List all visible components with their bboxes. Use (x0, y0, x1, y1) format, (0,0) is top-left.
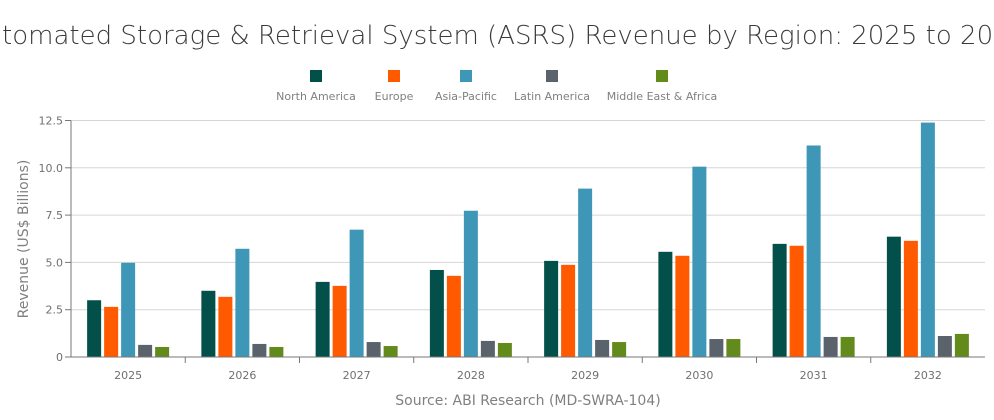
y-tick-label: 0 (56, 351, 63, 364)
bar-middle-east-africa-2030 (726, 339, 741, 357)
gridlines (71, 120, 985, 311)
y-tick-label: 7.5 (46, 209, 64, 222)
bar-north-america-2028 (429, 269, 444, 357)
bar-asia-pacific-2027 (349, 229, 364, 357)
legend-label: North America (276, 90, 356, 103)
source-label: Source: ABI Research (MD-SWRA-104) (395, 393, 660, 409)
bar-latin-america-2032 (937, 335, 952, 357)
x-tick-label: 2031 (800, 369, 828, 382)
legend-swatch (310, 70, 322, 82)
axes: 0 2.5 5.0 7.5 10.0 12.5 2025 2026 2027 2028 2029 20… (39, 115, 985, 382)
bar-middle-east-africa-2026 (269, 346, 284, 357)
bar-europe-2029 (561, 264, 576, 357)
bar-latin-america-2028 (480, 340, 495, 357)
bar-asia-pacific-2031 (806, 145, 821, 357)
bar-asia-pacific-2029 (578, 188, 593, 357)
bar-europe-2030 (675, 255, 690, 357)
bar-europe-2032 (903, 240, 918, 357)
bar-north-america-2030 (658, 251, 673, 357)
y-tick-label: 12.5 (39, 115, 64, 128)
y-tick-label: 2.5 (46, 304, 64, 317)
bar-middle-east-africa-2025 (155, 346, 170, 357)
x-tick-label: 2029 (571, 369, 599, 382)
bar-asia-pacific-2026 (235, 248, 250, 357)
bar-europe-2027 (332, 285, 347, 357)
bar-north-america-2032 (886, 236, 901, 357)
x-tick-label: 2028 (457, 369, 485, 382)
legend-swatch (546, 70, 558, 82)
bar-asia-pacific-2028 (463, 210, 478, 357)
legend-label: Latin America (514, 90, 590, 103)
x-tick-label: 2025 (114, 369, 142, 382)
bar-latin-america-2026 (252, 343, 267, 357)
bar-asia-pacific-2032 (920, 122, 935, 357)
bar-latin-america-2025 (138, 344, 153, 357)
bar-north-america-2027 (315, 281, 330, 357)
bar-middle-east-africa-2032 (954, 333, 969, 357)
bar-europe-2026 (218, 296, 233, 357)
legend: North America Europe Asia-Pacific Latin Ame… (276, 70, 717, 103)
legend-swatch (656, 70, 668, 82)
legend-swatch (460, 70, 472, 82)
bar-north-america-2031 (772, 243, 787, 357)
bar-middle-east-africa-2031 (840, 336, 855, 357)
bar-north-america-2026 (201, 290, 216, 357)
bar-middle-east-africa-2027 (383, 346, 398, 357)
bar-latin-america-2030 (709, 339, 724, 357)
legend-swatch (388, 70, 400, 82)
bar-asia-pacific-2030 (692, 166, 707, 357)
bar-latin-america-2029 (595, 339, 610, 357)
x-tick-label: 2032 (914, 369, 942, 382)
x-tick-label: 2027 (343, 369, 371, 382)
y-tick-label: 5.0 (46, 256, 64, 269)
legend-label: Asia-Pacific (435, 90, 497, 103)
legend-label: Europe (375, 90, 414, 103)
y-tick-label: 10.0 (39, 162, 64, 175)
x-tick-label: 2026 (228, 369, 256, 382)
bar-europe-2028 (446, 275, 461, 357)
bar-middle-east-africa-2029 (612, 342, 627, 357)
chart-title: Automated Storage & Retrieval System (AS… (0, 21, 994, 51)
y-axis-label: Revenue (US$ Billions) (16, 160, 32, 319)
bars (87, 122, 969, 357)
legend-label: Middle East & Africa (607, 90, 718, 103)
x-tick-label: 2030 (685, 369, 713, 382)
bar-europe-2031 (789, 245, 804, 357)
bar-latin-america-2027 (366, 342, 381, 357)
bar-europe-2025 (104, 306, 119, 357)
bar-latin-america-2031 (823, 336, 838, 357)
bar-asia-pacific-2025 (121, 262, 136, 357)
bar-north-america-2029 (544, 260, 559, 357)
bar-north-america-2025 (87, 300, 102, 357)
bar-middle-east-africa-2028 (497, 342, 512, 357)
